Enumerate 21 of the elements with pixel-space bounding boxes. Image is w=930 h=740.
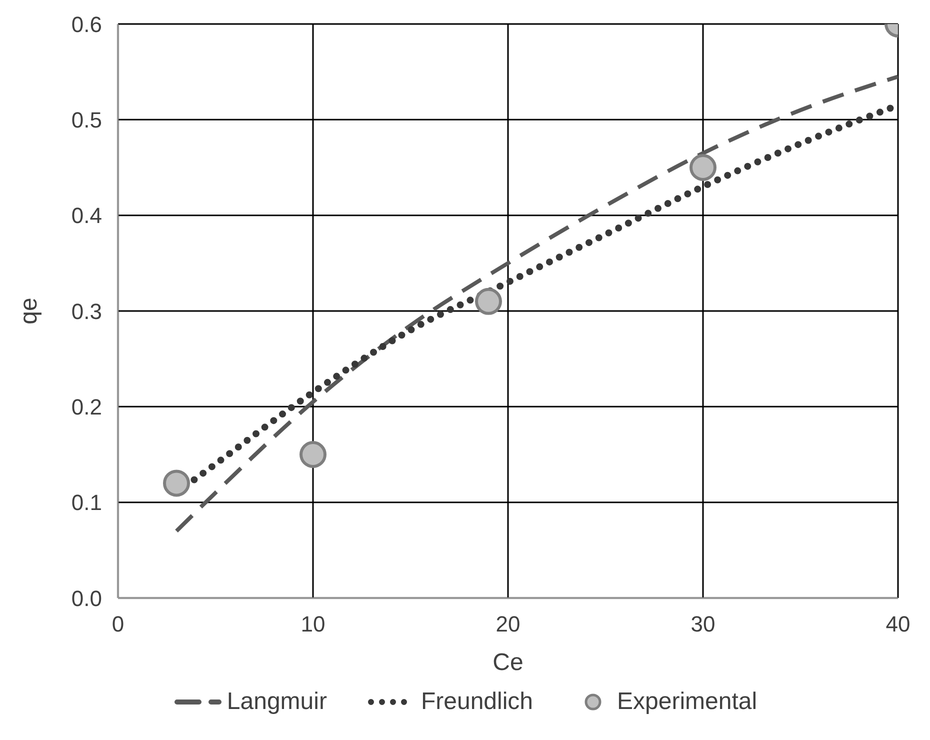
legend-label: Freundlich [420, 688, 534, 716]
x-tick-label: 10 [300, 612, 326, 637]
y-tick-label: 0.2 [71, 394, 102, 420]
y-tick-label: 0.6 [71, 12, 102, 37]
point [475, 288, 502, 315]
y-tick-label: 0.5 [71, 107, 102, 132]
point [690, 154, 716, 181]
x-tick-label: 30 [690, 612, 716, 637]
legend-label: Langmuir [226, 688, 327, 716]
x-tick-label: 0 [112, 612, 124, 637]
legend-label: Experimental [617, 688, 758, 716]
x-tick-label: 20 [496, 612, 520, 637]
y-tick-label: 0.0 [71, 586, 102, 611]
y-tick-label: 0.4 [71, 203, 102, 228]
y-tick-label: 0.1 [71, 490, 102, 516]
y-axis-title: qe [16, 298, 43, 324]
x-tick-label: 40 [886, 612, 910, 637]
point [163, 470, 190, 497]
y-tick-label: 0.3 [71, 298, 102, 324]
x-axis-title: Ce [492, 649, 524, 676]
point [300, 441, 326, 468]
